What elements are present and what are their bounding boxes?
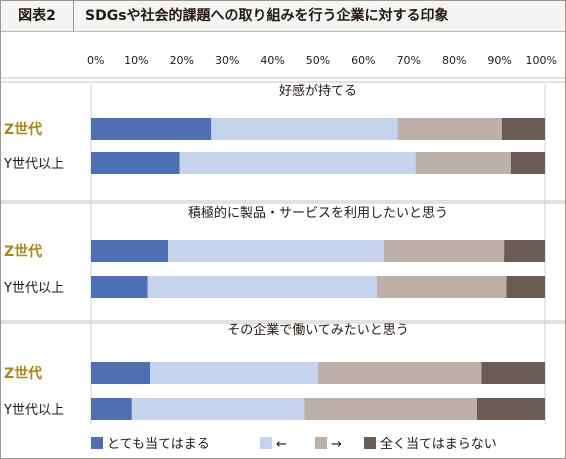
x-tick-label: 30% <box>215 54 239 67</box>
bar-segment <box>91 118 212 140</box>
legend-swatch <box>364 437 376 449</box>
bar-segment <box>383 240 505 262</box>
row-label: Y世代以上 <box>3 281 64 296</box>
x-tick-label: 80% <box>442 54 466 67</box>
legend-swatch <box>315 437 327 449</box>
bar-segment <box>504 240 545 262</box>
bar-segment <box>168 240 384 262</box>
bar-segment <box>415 152 511 174</box>
bar-segment <box>91 152 180 174</box>
bar-segment <box>377 276 507 298</box>
x-tick-label: 70% <box>397 54 421 67</box>
bar-segment <box>91 240 169 262</box>
bar-segment <box>510 152 545 174</box>
bar-segment <box>131 398 305 420</box>
group-title: その企業で働いてみたいと思う <box>227 322 409 338</box>
row-label-highlight: Z世代 <box>4 365 42 382</box>
row-label: Y世代以上 <box>3 403 64 418</box>
figure-header: 図表2 SDGsや社会的課題への取り組みを行う企業に対する印象 <box>1 1 565 32</box>
row-label-highlight: Z世代 <box>4 243 42 260</box>
row-label: Y世代以上 <box>3 157 64 172</box>
legend-label: 全く当てはまらない <box>380 436 497 452</box>
bar-segment <box>506 276 545 298</box>
x-tick-label: 90% <box>487 54 511 67</box>
bar-segment <box>318 362 482 384</box>
x-tick-label: 40% <box>260 54 284 67</box>
bar-segment <box>501 118 545 140</box>
bar-segment <box>304 398 477 420</box>
bar-segment <box>91 276 148 298</box>
bar-segment <box>481 362 545 384</box>
bar-segment <box>397 118 502 140</box>
x-tick-label: 100% <box>526 54 557 67</box>
figure-title: SDGsや社会的課題への取り組みを行う企業に対する印象 <box>85 8 449 24</box>
x-tick-label: 60% <box>351 54 375 67</box>
group-title: 好感が持てる <box>279 83 357 99</box>
bar-segment <box>179 152 416 174</box>
legend-swatch <box>260 437 272 449</box>
x-tick-label: 20% <box>170 54 194 67</box>
group-title: 積極的に製品・サービスを利用したいと思う <box>188 205 448 221</box>
bar-segment <box>147 276 378 298</box>
bar-segment <box>211 118 398 140</box>
x-tick-label: 0% <box>87 54 104 67</box>
x-tick-label: 10% <box>124 54 148 67</box>
legend-label: → <box>331 437 342 452</box>
row-label-highlight: Z世代 <box>4 121 42 138</box>
legend-swatch <box>91 437 103 449</box>
figure-label: 図表2 <box>1 1 74 31</box>
bar-segment <box>476 398 545 420</box>
bar-segment <box>91 362 151 384</box>
legend-label: ← <box>276 437 287 452</box>
bar-segment <box>150 362 318 384</box>
bar-segment <box>91 398 132 420</box>
legend-label: とても当てはまる <box>107 437 210 452</box>
x-tick-label: 50% <box>306 54 330 67</box>
